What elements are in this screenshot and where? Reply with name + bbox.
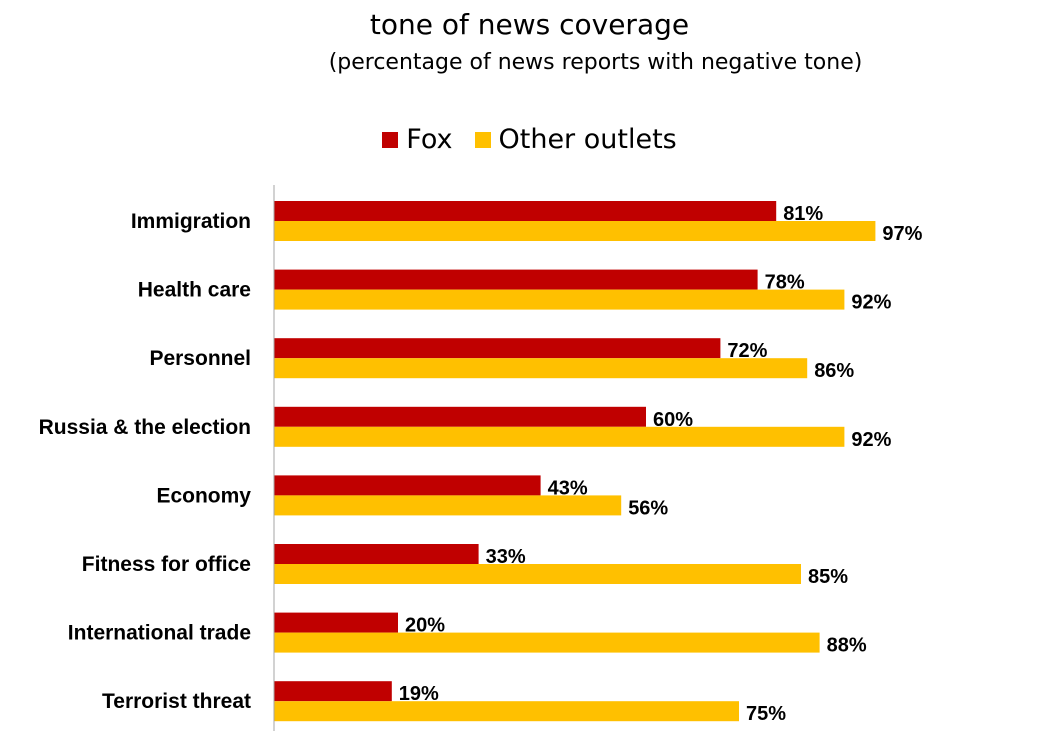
bar-fox-economy	[274, 475, 541, 496]
category-label-russia-and-the-election: Russia & the election	[39, 416, 251, 439]
bar-other-outlets-immigration	[274, 221, 876, 241]
bar-fox-personnel	[274, 338, 721, 359]
chart-title: tone of news coverage	[369, 8, 690, 41]
bar-other-outlets-international-trade	[274, 632, 820, 653]
value-label-fox-health-care: 78%	[765, 272, 805, 294]
bar-other-outlets-health-care	[274, 289, 845, 310]
value-label-other-outlets-economy: 56%	[628, 497, 668, 519]
bar-fox-terrorist-threat	[274, 681, 392, 702]
value-label-fox-terrorist-threat: 19%	[399, 683, 439, 705]
value-label-fox-personnel: 72%	[727, 340, 767, 362]
value-label-fox-immigration: 81%	[783, 203, 823, 225]
value-label-fox-fitness-for-office: 33%	[486, 546, 526, 568]
category-label-economy: Economy	[156, 484, 251, 507]
bar-fox-international-trade	[274, 612, 398, 633]
bar-other-outlets-economy	[274, 495, 622, 516]
legend-swatch-other-outlets	[474, 131, 491, 148]
category-label-personnel: Personnel	[149, 347, 251, 370]
value-label-other-outlets-immigration: 97%	[882, 223, 922, 245]
value-label-other-outlets-personnel: 86%	[814, 360, 854, 382]
category-label-international-trade: International trade	[68, 622, 251, 645]
category-label-health-care: Health care	[138, 279, 251, 302]
category-label-terrorist-threat: Terrorist threat	[102, 690, 251, 713]
legend-swatch-fox	[382, 131, 399, 148]
chart-subtitle: (percentage of news reports with negativ…	[328, 50, 863, 75]
value-label-other-outlets-fitness-for-office: 85%	[808, 566, 848, 588]
legend-label-other-outlets: Other outlets	[498, 124, 677, 155]
category-label-immigration: Immigration	[131, 210, 251, 233]
bar-fox-fitness-for-office	[274, 544, 479, 564]
bar-fox-immigration	[274, 201, 777, 221]
legend-item-fox: Fox	[382, 124, 453, 155]
value-label-other-outlets-terrorist-threat: 75%	[746, 703, 786, 725]
legend-label-fox: Fox	[406, 124, 453, 155]
category-label-fitness-for-office: Fitness for office	[82, 553, 251, 576]
bar-other-outlets-russia-and-the-election	[274, 426, 845, 447]
bar-other-outlets-terrorist-threat	[274, 701, 739, 722]
bar-other-outlets-personnel	[274, 358, 808, 379]
value-label-other-outlets-international-trade: 88%	[827, 635, 867, 657]
value-label-fox-economy: 43%	[548, 477, 588, 499]
legend: Fox Other outlets	[0, 124, 1059, 155]
value-label-fox-russia-and-the-election: 60%	[653, 409, 693, 431]
value-label-fox-international-trade: 20%	[405, 615, 445, 637]
bar-other-outlets-fitness-for-office	[274, 564, 801, 584]
legend-item-other-outlets: Other outlets	[474, 124, 677, 155]
bar-fox-health-care	[274, 269, 758, 290]
value-label-other-outlets-russia-and-the-election: 92%	[851, 429, 891, 451]
value-label-other-outlets-health-care: 92%	[851, 292, 891, 314]
bar-fox-russia-and-the-election	[274, 406, 646, 427]
